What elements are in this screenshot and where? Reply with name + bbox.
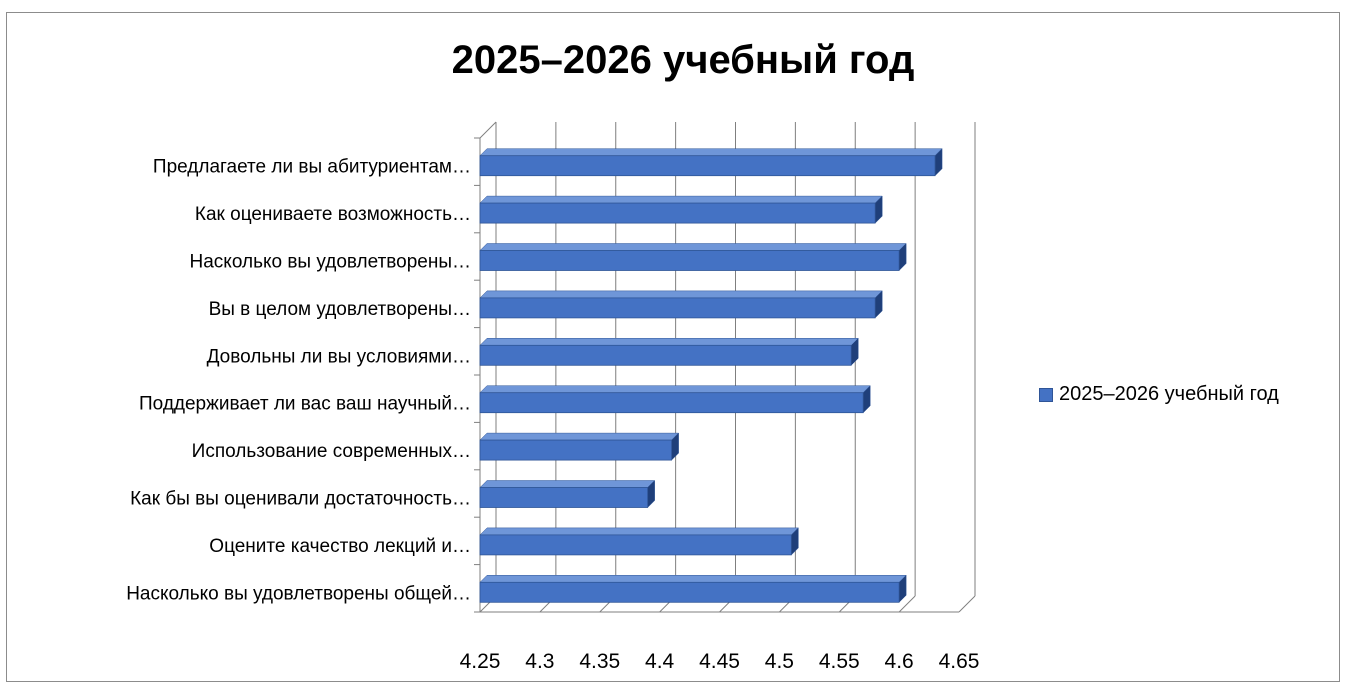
category-label: Насколько вы удовлетворены… [190,252,471,273]
bar [479,202,876,224]
bar-top [479,148,943,156]
floor-gridline [898,595,916,613]
bar [479,581,900,603]
bar-top [479,432,680,441]
bar [479,297,876,319]
bar [479,344,852,366]
category-label: Вы в целом удовлетворены… [209,299,471,320]
x-tick-label: 4.35 [579,650,620,673]
bar-top [479,480,656,488]
x-tick-label: 4.55 [819,650,860,673]
x-tick-label: 4.45 [699,650,740,673]
x-tick-label: 4.3 [525,650,554,673]
side-wall-top [479,121,497,139]
bar-top [479,575,907,583]
category-label: Как оцениваете возможность… [195,204,471,225]
bar [479,534,792,556]
bar-top [479,527,799,536]
x-tick-label: 4.6 [885,650,914,673]
bar [479,250,900,271]
x-tick-label: 4.5 [765,650,794,673]
category-label: Оцените качество лекций и… [209,536,471,557]
category-label: Довольны ли вы условиями… [207,346,471,367]
category-label: Поддерживает ли вас ваш научный… [139,394,471,415]
bar [479,439,673,461]
category-label: Использование современных… [192,441,471,462]
x-tick-label: 4.65 [939,650,980,673]
bar [479,155,936,177]
legend-swatch [1039,387,1053,402]
category-label: Предлагаете ли вы абитуриентам… [153,157,471,178]
chart-title: 2025–2026 учебный год [451,38,915,82]
x-tick-label: 4.4 [645,650,675,673]
bar-top [479,385,871,393]
x-tick-label: 4.25 [460,650,501,673]
bar-top [479,290,883,299]
bar-top [479,338,859,346]
category-label: Как бы вы оценивали достаточность… [130,489,471,510]
category-label: Насколько вы удовлетворены общей… [126,583,471,604]
bar-top [479,195,883,204]
legend: 2025–2026 учебный год [1039,383,1279,406]
floor-gridline [958,595,976,613]
bar-top [479,243,907,251]
legend-label: 2025–2026 учебный год [1059,383,1279,405]
bar [479,487,649,508]
bar [479,392,864,414]
